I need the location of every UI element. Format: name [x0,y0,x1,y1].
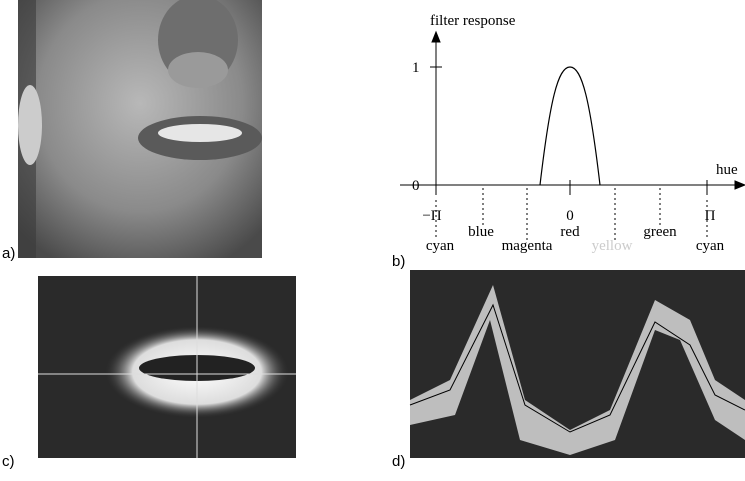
hue-name: cyan [696,238,725,254]
contour-map [409,270,745,458]
response-map [38,276,296,458]
x-tick-label: 0 [566,208,574,224]
filter-plot [400,30,745,240]
hue-name: red [560,224,580,240]
panel-label: d) [392,453,405,470]
hue-name: blue [468,224,494,240]
x-tick-label: Π [705,208,716,224]
y-tick-label: 1 [412,60,420,76]
x-axis-label: hue [716,162,738,178]
hue-name: green [643,224,677,240]
hue-name: magenta [502,238,553,254]
face-photo [18,0,262,258]
panel-label: c) [2,453,15,470]
hue-name: cyan [426,238,455,254]
x-tick-label: −Π [422,208,441,224]
panel-label: a) [2,245,15,262]
panel-label: b) [392,253,405,270]
y-axis-label: filter response [430,13,516,29]
y-tick-label: 0 [412,178,420,194]
hue-name: yellow [592,238,633,254]
